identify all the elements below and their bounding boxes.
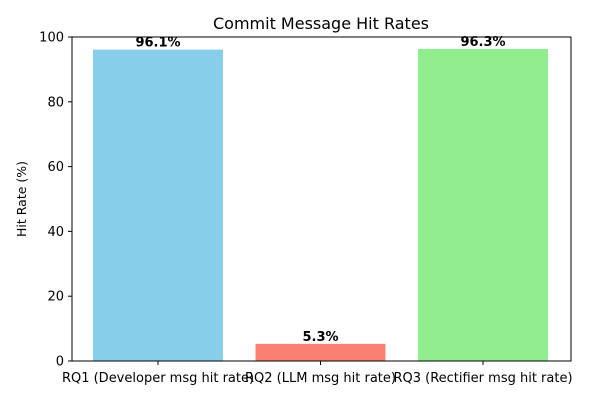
data-labels: 96.1% 5.3% 96.3% (135, 35, 505, 345)
y-axis: 0 20 40 60 80 100 (39, 31, 72, 370)
y-tick-label: 80 (47, 95, 64, 110)
x-axis: RQ1 (Developer msg hit rate)RQ2 (LLM msg… (62, 361, 573, 386)
bar-2 (255, 343, 386, 361)
y-tick-label: 20 (47, 290, 64, 305)
y-tick-label: 0 (56, 355, 64, 370)
x-tick-label: RQ3 (Rectifier msg hit rate) (393, 371, 572, 386)
x-tick-label: RQ2 (LLM msg hit rate) (245, 371, 396, 386)
chart-title: Commit Message Hit Rates (213, 14, 429, 33)
data-label: 5.3% (302, 330, 338, 345)
plot-frame (71, 36, 572, 362)
x-tick-label: RQ1 (Developer msg hit rate) (62, 371, 254, 386)
data-label: 96.3% (460, 35, 505, 50)
bars (93, 48, 548, 362)
bar-3 (418, 48, 548, 361)
data-label: 96.1% (135, 36, 180, 51)
y-tick-label: 40 (47, 225, 64, 240)
y-axis-label: Hit Rate (%) (14, 161, 29, 237)
y-tick-label: 100 (39, 31, 64, 46)
y-tick-label: 60 (47, 160, 64, 175)
bar-1 (93, 49, 223, 362)
